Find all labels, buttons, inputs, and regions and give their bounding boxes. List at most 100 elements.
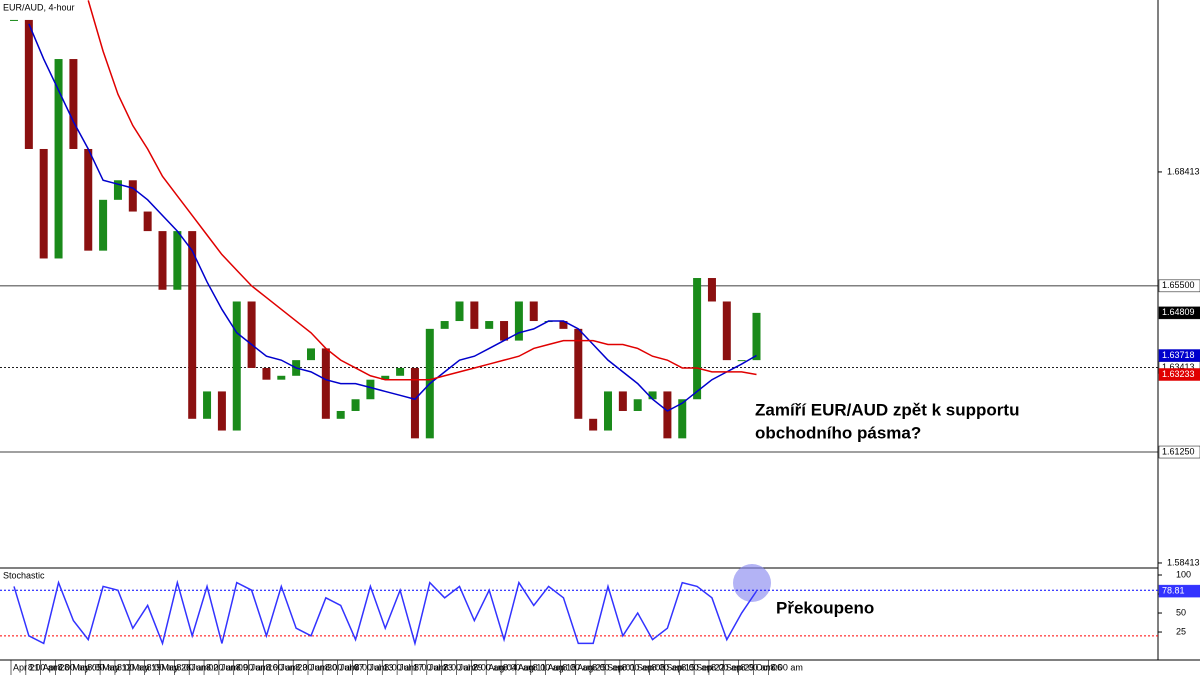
x-tick-label: 8:00 am [236, 662, 269, 672]
x-tick-label: 8:00 am [265, 662, 298, 672]
x-tick-label: 8:00 am [681, 662, 714, 672]
indicator-line [28, 23, 757, 412]
candle [217, 391, 226, 431]
candle [514, 301, 523, 341]
candle [381, 375, 390, 380]
x-tick-label: 8:00 am [622, 662, 655, 672]
x-tick-label: Aug 04 [488, 662, 517, 672]
candle [663, 391, 672, 439]
price-tag-label: 1.63233 [1162, 369, 1195, 379]
x-tick-label: 8:00 am [87, 662, 120, 672]
price-tag-label: 1.63413 [1162, 362, 1195, 372]
candle [633, 399, 642, 411]
candles [10, 19, 761, 439]
candle [500, 321, 509, 341]
x-tick-label: Jun 23 [280, 662, 307, 672]
candle [351, 399, 360, 411]
x-tick-label: 8:00 am [741, 662, 774, 672]
x-tick-label: Jul 07 [340, 662, 364, 672]
candle [559, 321, 568, 329]
x-tick-label: Sep 08 [637, 662, 666, 672]
candle [99, 199, 108, 251]
x-tick-label: 8:00 am [652, 662, 685, 672]
x-tick-label: 8:00 am [770, 662, 803, 672]
x-tick-label: Sep 15 [666, 662, 695, 672]
x-tick-label: 8:00 am [562, 662, 595, 672]
candle [752, 312, 761, 361]
indicator-title: Stochastic [3, 570, 45, 580]
annotation: Překoupeno [776, 598, 874, 617]
x-tick-label: May 26 [162, 662, 192, 672]
candle [618, 391, 627, 411]
candle [485, 321, 494, 329]
indicator-line [13, 579, 758, 647]
x-tick-label: 8:00 am [295, 662, 328, 672]
y-tick-label: 1.68413 [1167, 166, 1200, 176]
x-tick-label: 8:00 am [176, 662, 209, 672]
candle [722, 301, 731, 361]
x-tick-label: 8:00 am [147, 662, 180, 672]
candle [336, 410, 345, 419]
indicator-line [87, 0, 757, 381]
x-tick-label: Jun 16 [251, 662, 278, 672]
candle [84, 148, 93, 251]
x-tick-label: 8:00 am [28, 662, 61, 672]
candle [410, 367, 419, 439]
price-tag [1158, 445, 1200, 459]
candle [648, 391, 657, 400]
price-tag [1158, 279, 1200, 293]
x-tick-label: 8:00 am [117, 662, 150, 672]
candle [396, 367, 405, 376]
y-tick-label: 50 [1176, 607, 1186, 617]
candle [693, 278, 702, 400]
y-tick-label: 1.58413 [1167, 557, 1200, 567]
candle [247, 301, 256, 368]
x-tick-label: 8:00 am [414, 662, 447, 672]
candle [277, 375, 286, 380]
x-tick-label: Jul 29 [459, 662, 483, 672]
candle [158, 231, 167, 290]
x-tick-label: Sep 29 [726, 662, 755, 672]
x-tick-label: Jul 23 [429, 662, 453, 672]
x-tick-label: Jun 02 [191, 662, 218, 672]
x-tick-label: Aug 11 [518, 662, 546, 672]
candle [54, 59, 63, 259]
annotation: obchodního pásma? [755, 423, 921, 442]
candle [173, 231, 182, 290]
price-tag-label: 78.81 [1162, 585, 1185, 595]
x-tick-label: May 19 [132, 662, 162, 672]
x-tick-label: Jun 09 [221, 662, 248, 672]
x-tick-label: May 12 [102, 662, 132, 672]
chart-title: EUR/AUD, 4-hour [3, 2, 75, 12]
x-tick-label: May 05 [72, 662, 102, 672]
x-tick-label: Apr 28 [43, 662, 70, 672]
candle [262, 367, 271, 380]
annotation: Zamíří EUR/AUD zpět k supportu [755, 400, 1019, 419]
candle [604, 391, 612, 431]
x-tick-label: 8:00 am [503, 662, 536, 672]
candle [366, 379, 375, 400]
x-tick-label: 8:00 am [206, 662, 239, 672]
candle [455, 301, 464, 322]
x-tick-label: Jun 30 [310, 662, 337, 672]
x-tick-label: Jul 13 [369, 662, 393, 672]
x-tick-label: 8:00 am [592, 662, 625, 672]
x-tick-label: 8:00 am [533, 662, 566, 672]
x-tick-label: Apr 21 [13, 662, 40, 672]
x-tick-label: 8:00 am [711, 662, 744, 672]
lines [13, 579, 758, 647]
price-tag-label: 1.61250 [1162, 446, 1195, 456]
highlight-circle [733, 564, 771, 602]
price-tag [1158, 368, 1200, 381]
candle [24, 19, 33, 149]
price-tag-label: 1.64809 [1162, 307, 1195, 317]
x-tick-label: Aug 25 [577, 662, 606, 672]
price-tag [1158, 349, 1200, 362]
candle [128, 180, 137, 212]
price-tag-label: 1.65500 [1162, 280, 1195, 290]
candle [10, 19, 18, 21]
candle [203, 391, 212, 419]
candle [39, 148, 48, 259]
candle [69, 59, 78, 149]
